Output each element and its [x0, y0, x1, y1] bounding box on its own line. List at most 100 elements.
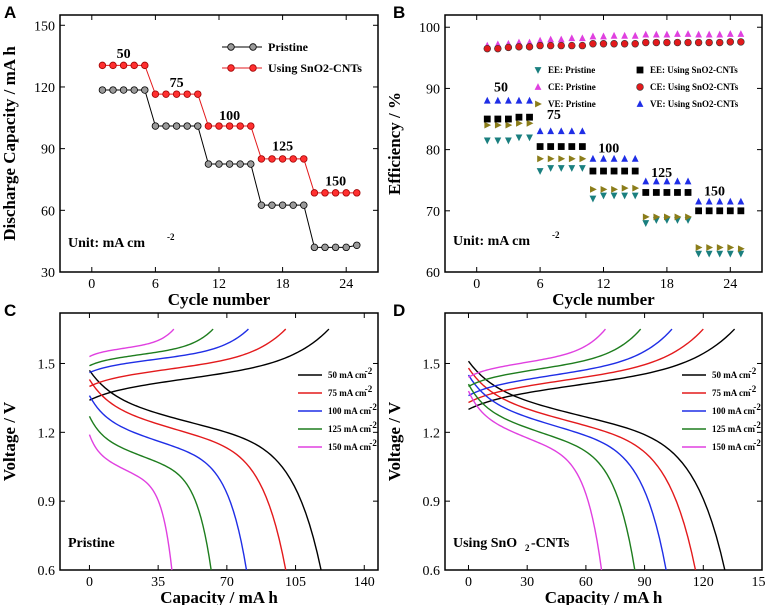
data-point [685, 213, 692, 221]
legend-label: 100 mA cm [328, 406, 371, 416]
y-tick-label: 1.5 [423, 357, 441, 372]
data-point [664, 213, 671, 221]
x-tick-label: 24 [339, 277, 353, 292]
data-point [621, 31, 629, 39]
data-point [289, 201, 297, 209]
legend-label: Pristine [268, 40, 309, 54]
x-tick-label: 0 [473, 277, 480, 292]
rate-label: 100 [219, 109, 240, 124]
data-point [716, 38, 724, 47]
data-point [236, 122, 244, 130]
charge-curve [468, 328, 704, 404]
data-point [172, 122, 181, 130]
panel-note: Pristine [68, 536, 115, 551]
x-axis-title: Capacity / mA h [545, 588, 663, 605]
data-point [505, 137, 512, 145]
data-point [568, 165, 576, 172]
data-point [674, 30, 681, 37]
x-tick-label: 0 [86, 575, 93, 590]
x-tick-label: 0 [88, 277, 95, 292]
data-point [695, 207, 702, 215]
x-tick-label: 70 [220, 575, 234, 590]
data-point [162, 122, 170, 130]
x-tick-label: 60 [579, 575, 593, 590]
discharge-curve [467, 367, 697, 571]
data-point [547, 143, 555, 150]
data-point [151, 90, 160, 98]
panel-note-sub: 2 [525, 543, 530, 553]
data-point [674, 189, 681, 196]
legend-label: EE: Pristine [548, 65, 595, 75]
panel-b: B 0 6 12 18 24 60 70 80 90 100 Cycle number Efficien… [385, 3, 763, 309]
x-tick-label: 105 [285, 575, 306, 590]
panel-letter: B [393, 3, 405, 22]
data-point [652, 30, 660, 38]
data-point [194, 122, 202, 130]
data-point [494, 137, 502, 145]
data-point [536, 41, 544, 50]
charge-curve [468, 328, 673, 397]
y-axis-title: Voltage / V [385, 401, 404, 481]
data-point [119, 61, 128, 70]
plot-frame [59, 14, 379, 273]
data-point [695, 244, 703, 251]
data-point [568, 41, 576, 50]
data-point [737, 30, 745, 37]
charge-curve [468, 328, 642, 388]
y-tick-label: 1.5 [38, 357, 56, 372]
data-point [194, 90, 202, 98]
legend-label: CE: Pristine [548, 82, 596, 92]
data-point [547, 127, 555, 135]
plot-frame [444, 312, 763, 571]
discharge-curve [88, 415, 212, 571]
data-point [716, 250, 724, 258]
data-point [727, 244, 735, 251]
data-point [716, 207, 724, 215]
y-tick-label: 0.9 [423, 495, 441, 510]
x-tick-label: 150 [752, 575, 765, 590]
legend: Pristine Using SnO2-CNTs [222, 40, 362, 75]
data-point [568, 34, 576, 42]
x-tick-label: 6 [152, 277, 159, 292]
plot-frame [59, 312, 379, 571]
legend-marker [636, 100, 644, 107]
data-point [726, 207, 734, 215]
x-tick-label: 30 [520, 575, 534, 590]
data-point [505, 115, 512, 123]
data-point [505, 121, 513, 129]
charge-curve [89, 328, 330, 401]
data-point [684, 189, 692, 196]
legend-label: 75 mA cm [712, 388, 751, 398]
legend-label: 150 mA cm [712, 442, 755, 452]
data-point [737, 245, 745, 253]
data-point [652, 38, 661, 47]
data-point [589, 32, 597, 40]
data-point [557, 127, 565, 135]
data-point [225, 160, 234, 168]
data-point [611, 185, 618, 193]
discharge-curve [467, 360, 726, 571]
legend-marker [636, 83, 644, 91]
legend-marker [534, 67, 542, 74]
legend-marker [535, 100, 542, 108]
data-point [557, 143, 565, 150]
x-tick-label: 90 [638, 575, 652, 590]
data-point [483, 96, 491, 104]
y-tick-label: 90 [426, 82, 440, 97]
data-point [504, 43, 513, 52]
data-point [342, 189, 350, 197]
data-point [600, 192, 607, 200]
data-point [300, 155, 308, 163]
data-point [642, 189, 650, 196]
legend-sup: -2 [749, 366, 757, 376]
data-point [257, 201, 266, 209]
x-tick-label: 12 [597, 277, 611, 292]
data-point [558, 155, 566, 163]
discharge-curve [467, 390, 603, 571]
legend-label: 75 mA cm [328, 388, 367, 398]
data-point [706, 244, 714, 251]
y-tick-label: 100 [419, 21, 440, 36]
legend-label: VE: Using SnO2-CNTs [650, 99, 739, 109]
